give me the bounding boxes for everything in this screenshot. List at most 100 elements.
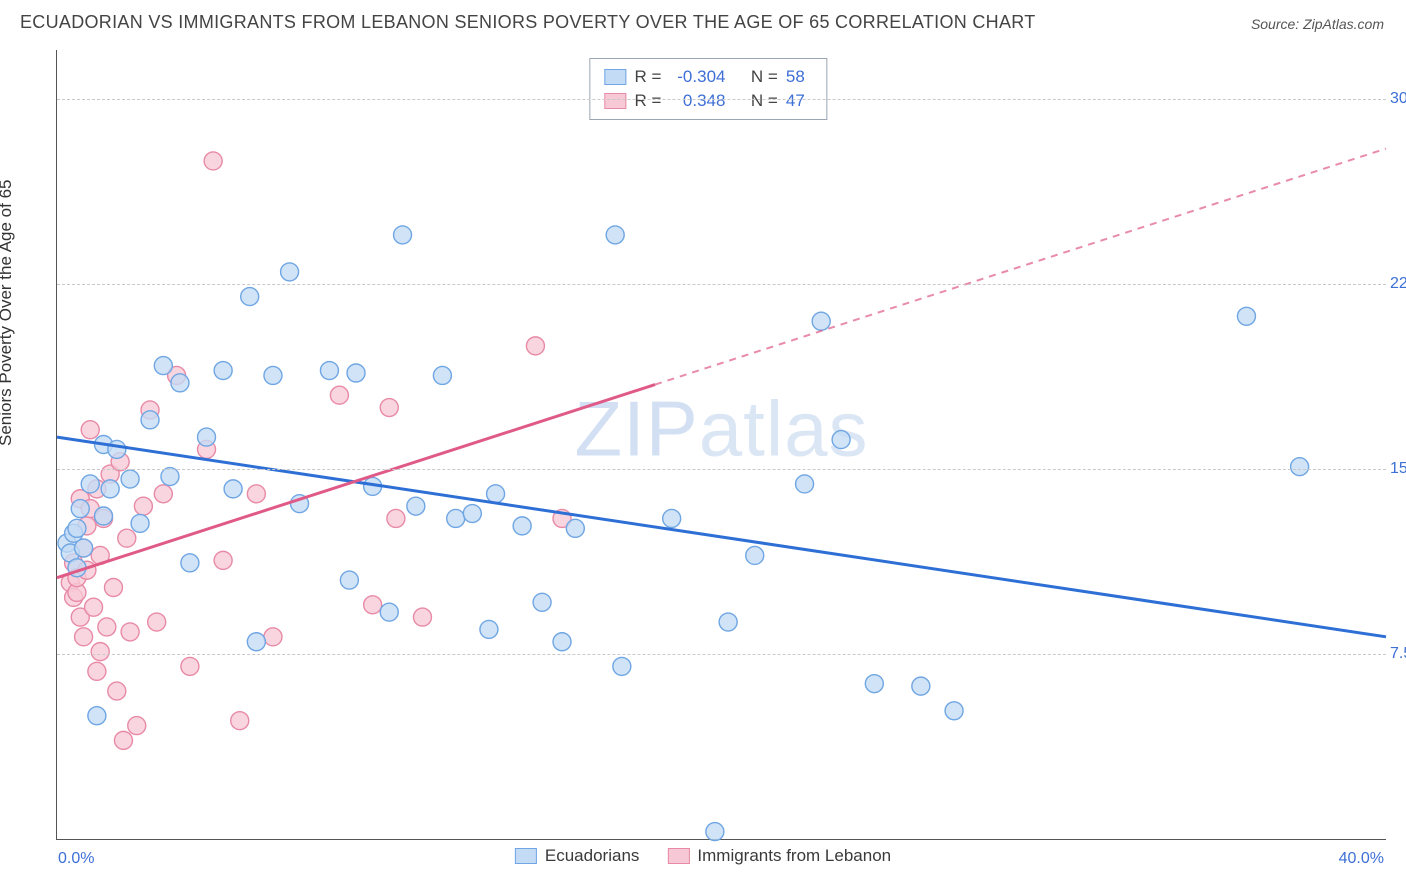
scatter-point (613, 657, 631, 675)
scatter-point (812, 312, 830, 330)
scatter-point (101, 480, 119, 498)
y-tick-label: 22.5% (1390, 275, 1406, 293)
scatter-point (463, 505, 481, 523)
scatter-point (407, 497, 425, 515)
scatter-point (241, 288, 259, 306)
scatter-point (533, 593, 551, 611)
scatter-point (134, 497, 152, 515)
scatter-point (264, 628, 282, 646)
scatter-point (912, 677, 930, 695)
scatter-point (88, 662, 106, 680)
grid-line (57, 654, 1386, 655)
scatter-point (108, 440, 126, 458)
scatter-point (320, 362, 338, 380)
scatter-point (566, 519, 584, 537)
scatter-point (198, 428, 216, 446)
scatter-point (131, 514, 149, 532)
legend-series-item: Immigrants from Lebanon (667, 846, 891, 866)
scatter-point (81, 421, 99, 439)
legend-correlation-row: R = 0.348 N = 47 (605, 89, 812, 113)
plot-area: ZIPatlas R =-0.304 N = 58R =0.348 N = 47… (56, 50, 1386, 840)
grid-line (57, 284, 1386, 285)
legend-swatch (605, 69, 627, 85)
chart-svg (57, 50, 1386, 839)
legend-r-value: 0.348 (669, 89, 725, 113)
scatter-point (71, 500, 89, 518)
legend-n-label: N = (751, 89, 778, 113)
scatter-point (433, 366, 451, 384)
x-min-label: 0.0% (58, 850, 94, 868)
scatter-point (832, 431, 850, 449)
scatter-point (91, 643, 109, 661)
scatter-point (380, 603, 398, 621)
scatter-point (1237, 307, 1255, 325)
scatter-point (95, 507, 113, 525)
legend-n-label: N = (751, 65, 778, 89)
legend-series-label: Immigrants from Lebanon (697, 846, 891, 866)
scatter-point (796, 475, 814, 493)
scatter-point (88, 707, 106, 725)
scatter-point (719, 613, 737, 631)
chart-title: ECUADORIAN VS IMMIGRANTS FROM LEBANON SE… (20, 12, 1036, 33)
scatter-point (118, 529, 136, 547)
legend-swatch (667, 848, 689, 864)
scatter-point (380, 399, 398, 417)
trend-line-solid (57, 437, 1386, 637)
scatter-point (413, 608, 431, 626)
scatter-point (487, 485, 505, 503)
legend-series: Ecuadorians Immigrants from Lebanon (515, 846, 891, 866)
legend-r-label: R = (635, 65, 662, 89)
scatter-point (181, 657, 199, 675)
legend-r-value: -0.304 (669, 65, 725, 89)
scatter-point (214, 362, 232, 380)
source-attribution: Source: ZipAtlas.com (1251, 16, 1384, 32)
scatter-point (181, 554, 199, 572)
scatter-point (104, 579, 122, 597)
legend-n-value: 58 (786, 65, 812, 89)
scatter-point (108, 682, 126, 700)
scatter-point (171, 374, 189, 392)
scatter-point (148, 613, 166, 631)
legend-r-label: R = (635, 89, 662, 113)
legend-series-item: Ecuadorians (515, 846, 640, 866)
scatter-point (214, 551, 232, 569)
scatter-point (121, 623, 139, 641)
legend-n-value: 47 (786, 89, 812, 113)
scatter-point (231, 712, 249, 730)
scatter-point (513, 517, 531, 535)
x-max-label: 40.0% (1339, 850, 1384, 868)
scatter-point (128, 717, 146, 735)
scatter-point (394, 226, 412, 244)
y-tick-label: 7.5% (1390, 645, 1406, 663)
scatter-point (526, 337, 544, 355)
scatter-point (114, 731, 132, 749)
y-axis-title: Seniors Poverty Over the Age of 65 (0, 180, 16, 446)
scatter-point (247, 633, 265, 651)
scatter-point (480, 620, 498, 638)
legend-swatch (515, 848, 537, 864)
grid-line (57, 469, 1386, 470)
scatter-point (247, 485, 265, 503)
scatter-point (224, 480, 242, 498)
scatter-point (81, 475, 99, 493)
scatter-point (364, 596, 382, 614)
legend-correlation-row: R = -0.304 N = 58 (605, 65, 812, 89)
scatter-point (75, 628, 93, 646)
scatter-point (945, 702, 963, 720)
scatter-point (154, 357, 172, 375)
scatter-point (330, 386, 348, 404)
scatter-point (141, 411, 159, 429)
grid-line (57, 99, 1386, 100)
scatter-point (68, 519, 86, 537)
scatter-point (340, 571, 358, 589)
y-tick-label: 15.0% (1390, 460, 1406, 478)
scatter-point (606, 226, 624, 244)
scatter-point (1291, 458, 1309, 476)
scatter-point (663, 509, 681, 527)
scatter-point (746, 546, 764, 564)
legend-series-label: Ecuadorians (545, 846, 640, 866)
scatter-point (264, 366, 282, 384)
legend-swatch (605, 93, 627, 109)
scatter-point (281, 263, 299, 281)
scatter-point (85, 598, 103, 616)
